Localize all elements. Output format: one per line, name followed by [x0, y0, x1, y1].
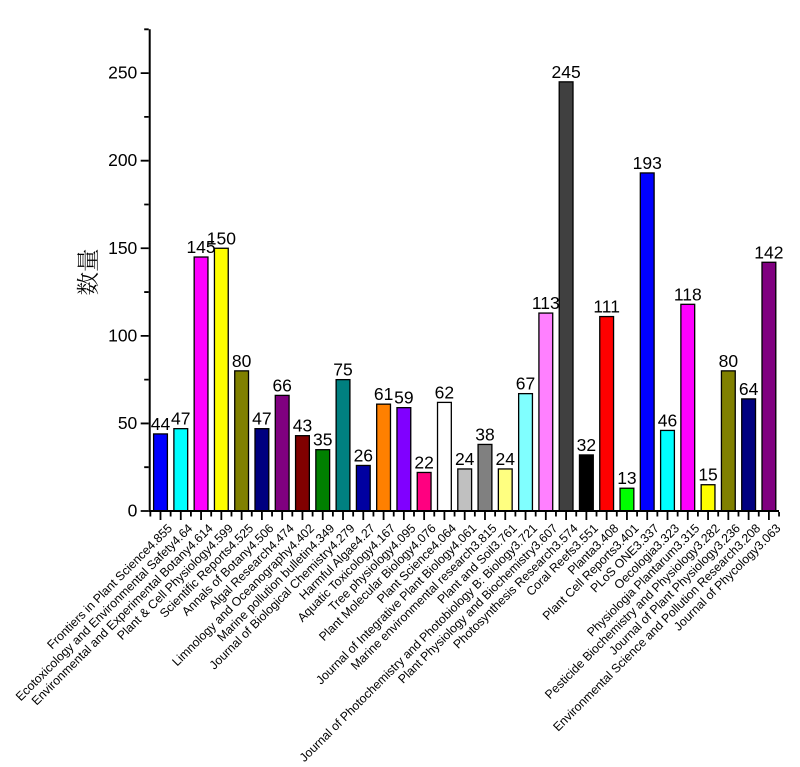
svg-text:75: 75 — [333, 360, 352, 380]
svg-text:38: 38 — [475, 424, 494, 444]
svg-text:200: 200 — [108, 150, 137, 170]
svg-text:64: 64 — [739, 379, 759, 399]
svg-text:24: 24 — [455, 449, 475, 469]
svg-text:47: 47 — [171, 409, 190, 429]
svg-text:150: 150 — [207, 228, 236, 248]
svg-text:193: 193 — [633, 153, 662, 173]
svg-text:145: 145 — [186, 237, 215, 257]
svg-text:118: 118 — [674, 284, 702, 304]
svg-text:113: 113 — [532, 293, 560, 313]
svg-text:50: 50 — [118, 413, 138, 433]
svg-text:150: 150 — [108, 238, 137, 258]
svg-text:59: 59 — [394, 388, 413, 408]
svg-text:142: 142 — [754, 242, 783, 262]
svg-text:245: 245 — [551, 62, 580, 82]
svg-text:100: 100 — [108, 325, 137, 345]
svg-text:250: 250 — [108, 63, 137, 83]
svg-text:111: 111 — [593, 297, 620, 317]
svg-text:26: 26 — [354, 445, 373, 465]
svg-text:32: 32 — [577, 435, 596, 455]
svg-text:61: 61 — [374, 384, 393, 404]
svg-text:0: 0 — [128, 501, 138, 521]
svg-text:46: 46 — [658, 410, 677, 430]
svg-text:22: 22 — [414, 452, 433, 472]
svg-text:35: 35 — [313, 430, 332, 450]
svg-text:24: 24 — [496, 449, 516, 469]
svg-text:47: 47 — [252, 409, 271, 429]
svg-text:80: 80 — [719, 351, 739, 371]
svg-text:62: 62 — [435, 382, 454, 402]
svg-text:80: 80 — [232, 351, 252, 371]
svg-text:43: 43 — [293, 416, 312, 436]
svg-text:67: 67 — [516, 374, 535, 394]
svg-text:15: 15 — [698, 465, 717, 485]
svg-text:44: 44 — [151, 414, 171, 434]
svg-text:66: 66 — [272, 375, 291, 395]
svg-text:13: 13 — [617, 468, 636, 488]
